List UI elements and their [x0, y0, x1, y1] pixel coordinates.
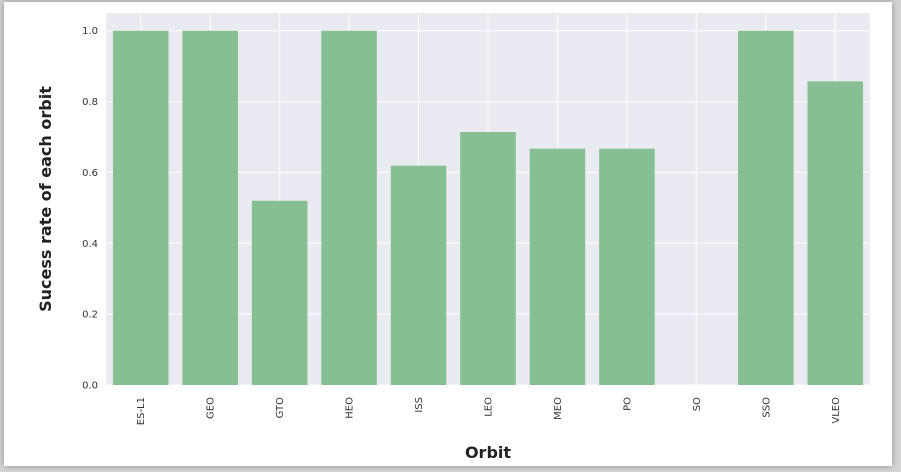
x-tick-label: SSO	[761, 397, 772, 418]
x-tick-label: LEO	[484, 397, 495, 417]
bar-meo	[530, 149, 586, 385]
bar-sso	[738, 31, 794, 385]
y-tick-label: 0.4	[82, 239, 98, 250]
bar-po	[599, 149, 655, 385]
bar-heo	[321, 31, 377, 385]
y-tick-label: 0.8	[82, 97, 98, 108]
chart-card: 0.0 0.2 0.4 0.6 0.8 1.0 ES-L1 GEO GTO HEO ISS LEO M…	[4, 2, 892, 466]
y-tick-label: 0.6	[82, 168, 98, 179]
x-tick-label: GTO	[275, 397, 286, 419]
bar-leo	[460, 132, 516, 385]
x-tick-label: VLEO	[831, 397, 842, 424]
x-tick-label: HEO	[345, 397, 356, 419]
y-tick-label: 1.0	[82, 26, 98, 37]
bar-vleo	[807, 81, 863, 385]
bar-chart: 0.0 0.2 0.4 0.6 0.8 1.0 ES-L1 GEO GTO HEO ISS LEO M…	[4, 2, 892, 466]
x-tick-label: PO	[622, 397, 633, 411]
bar-iss	[391, 166, 447, 385]
x-tick-label: SO	[692, 397, 703, 411]
x-axis-ticks: ES-L1 GEO GTO HEO ISS LEO MEO PO SO SSO VLEO	[136, 397, 842, 425]
x-axis-label: Orbit	[465, 443, 511, 462]
x-tick-label: ISS	[414, 397, 425, 413]
y-axis-label: Sucess rate of each orbit	[36, 86, 55, 312]
bar-es-l1	[113, 31, 169, 385]
x-tick-label: GEO	[206, 397, 217, 419]
y-tick-label: 0.0	[82, 381, 98, 392]
bar-geo	[182, 31, 238, 385]
x-tick-label: MEO	[553, 397, 564, 420]
y-tick-label: 0.2	[82, 310, 98, 321]
x-tick-label: ES-L1	[136, 397, 147, 425]
y-axis-ticks: 0.0 0.2 0.4 0.6 0.8 1.0	[82, 26, 98, 391]
bar-gto	[252, 201, 308, 385]
